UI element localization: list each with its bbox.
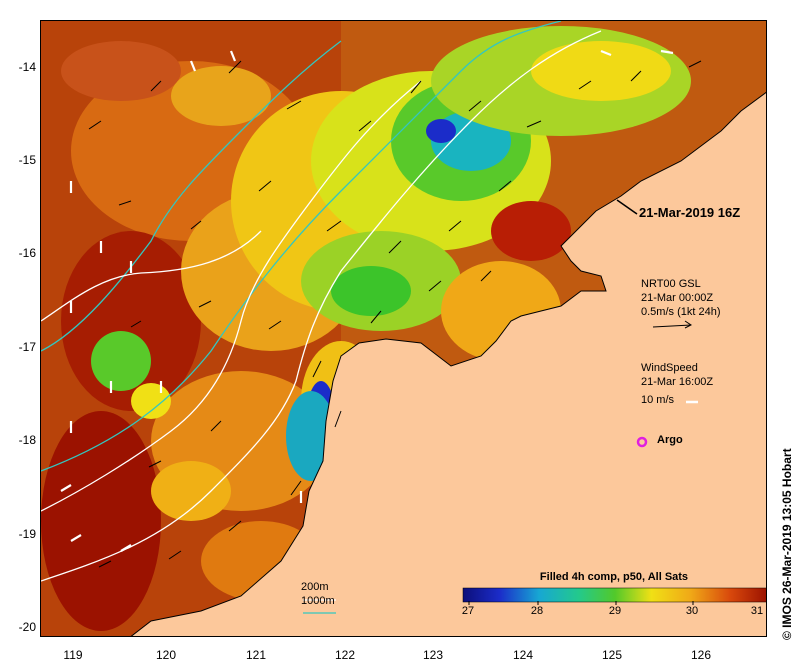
current-legend-scale: 0.5m/s (1kt 24h) [641, 306, 721, 318]
argo-marker [636, 436, 648, 448]
isobath-200m-b [41, 80, 422, 512]
y-tick-label: -14 [18, 60, 36, 74]
isobath-1000m [41, 21, 562, 472]
colorbar-tick-label: 31 [750, 605, 764, 617]
colorbar-gradient [462, 587, 766, 603]
credit-text: © IMOS 26-Mar-2019 13:05 Hobart [780, 448, 794, 640]
current-legend-title: NRT00 GSL [641, 278, 701, 290]
map-timestamp: 21-Mar-2019 16Z [639, 205, 741, 220]
current-legend-time: 21-Mar 00:00Z [641, 292, 714, 304]
x-tick-label: 124 [512, 648, 534, 662]
depth-legend-200m: 200m [301, 581, 329, 593]
current-legend-arrow [652, 320, 692, 329]
colorbar-tick-label: 30 [685, 605, 699, 617]
x-tick-label: 119 [63, 648, 83, 662]
y-tick-label: -19 [18, 527, 36, 541]
x-tick-label: 125 [601, 648, 623, 662]
x-tick-label: 126 [690, 648, 712, 662]
y-tick-label: -15 [18, 153, 36, 167]
wind-vectors [60, 49, 674, 552]
x-tick-label: 121 [245, 648, 267, 662]
y-tick-label: -16 [18, 246, 36, 260]
x-tick-label: 120 [155, 648, 177, 662]
isobath-200m [41, 30, 602, 582]
y-tick-label: -18 [18, 433, 36, 447]
land-mass [130, 91, 766, 636]
sst-map [40, 20, 767, 637]
wind-legend-scale: 10 m/s [641, 394, 675, 406]
y-tick-label: -20 [18, 620, 36, 634]
colorbar-tick-label: 27 [461, 605, 475, 617]
wind-legend-time: 21-Mar 16:00Z [641, 376, 714, 388]
x-tick-label: 123 [422, 648, 444, 662]
isobath-1000m-b [41, 40, 342, 352]
current-vectors [88, 60, 702, 568]
sst-map-svg [41, 21, 766, 636]
y-tick-label: -17 [18, 340, 36, 354]
colorbar-tick-label: 28 [530, 605, 544, 617]
depth-legend-1000m: 1000m [301, 595, 335, 607]
argo-label: Argo [657, 434, 683, 446]
colorbar-title: Filled 4h comp, p50, All Sats [539, 571, 689, 583]
wind-legend-title: WindSpeed [641, 362, 698, 374]
colorbar-tick-label: 29 [608, 605, 622, 617]
x-tick-label: 122 [334, 648, 356, 662]
sst-field [41, 21, 691, 636]
timestamp-pointer [616, 199, 638, 215]
